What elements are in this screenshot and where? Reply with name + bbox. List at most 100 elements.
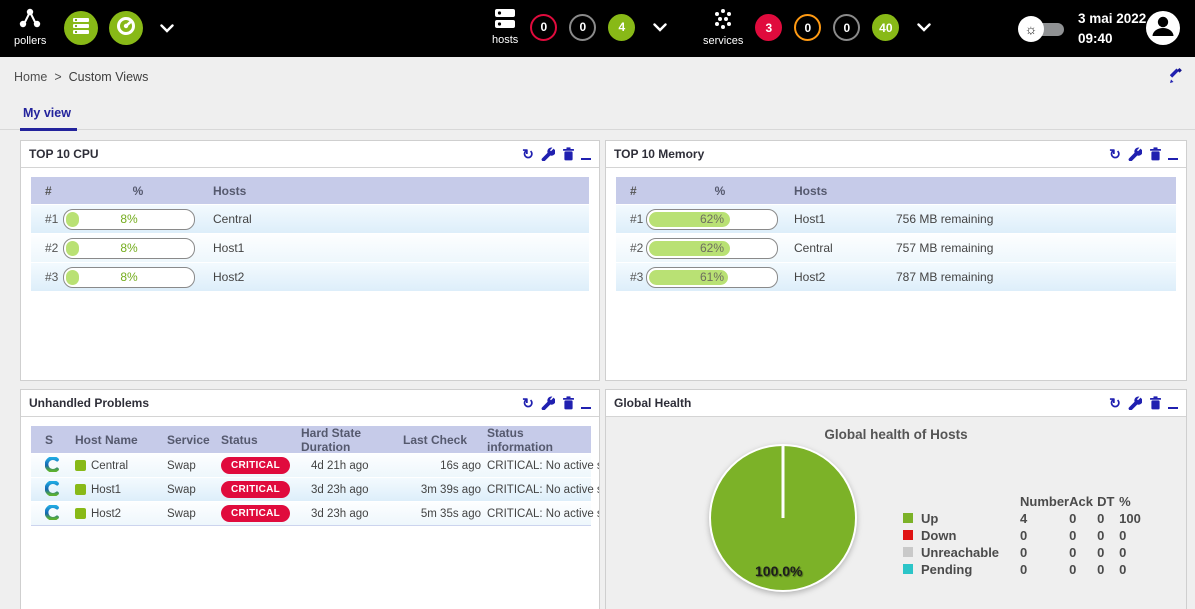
top-bar: pollers hosts 0 0 4 [0,0,1195,57]
cpu-usage-bar: 8% [63,208,195,230]
light-mode-sun-icon: ☼ [1018,16,1044,42]
host-name: Host2 [213,270,245,284]
refresh-icon[interactable]: ↻ [522,146,534,162]
trash-icon[interactable] [1148,396,1162,410]
services-menu[interactable]: services [703,8,743,47]
minimize-icon[interactable] [581,148,591,160]
memory-remaining: 756 MB remaining [896,212,994,226]
table-row[interactable]: #2 62% Central 757 MB remaining [616,233,1176,262]
minimize-icon[interactable] [1168,148,1178,160]
wrench-icon[interactable] [1128,147,1142,161]
memory-table-header: # % Hosts [616,177,1176,204]
refresh-icon[interactable]: ↻ [1109,395,1121,411]
pollers-chevron-down-icon[interactable] [160,23,174,33]
tab-bar: My view [0,101,1195,131]
hard-state-duration: 3d 23h ago [311,507,369,520]
wrench-icon[interactable] [541,396,555,410]
memory-table: # % Hosts #1 62% Host1 756 MB remaining … [616,177,1176,291]
problems-table-header: S Host Name Service Status Hard State Du… [31,426,591,454]
trash-icon[interactable] [561,396,575,410]
host-name[interactable]: Host1 [91,483,122,496]
poller-latency-button[interactable] [109,11,143,45]
clock-date: 3 mai 2022 [1078,11,1147,26]
host-up-status-square [75,508,86,519]
memory-remaining: 757 MB remaining [896,241,994,255]
host-name[interactable]: Central [91,459,129,472]
table-row[interactable]: #3 61% Host2 787 MB remaining [616,262,1176,291]
service-name[interactable]: Swap [167,483,196,496]
trash-icon[interactable] [561,147,575,161]
table-row[interactable]: #3 8% Host2 [31,262,589,291]
memory-usage-bar: 62% [646,208,778,230]
centreon-logo-icon [44,479,75,499]
services-chevron-down-icon[interactable] [917,23,932,32]
last-check: 16s ago [440,459,481,472]
service-name[interactable]: Swap [167,459,196,472]
services-icon [711,8,735,33]
pollers-icon [18,8,42,33]
memory-usage-bar: 62% [646,237,778,259]
pollers-label: pollers [14,35,47,47]
tab-my-view[interactable]: My view [20,106,77,131]
panel-top10-cpu: TOP 10 CPU ↻ # % Hosts #1 8% Central #2 … [20,140,600,381]
table-row[interactable]: Central Swap CRITICAL 4d 21h ago 16s ago… [31,453,599,477]
theme-toggle[interactable]: ☼ [1018,16,1066,42]
pending-legend-swatch [903,564,913,574]
panel-unhandled-problems: Unhandled Problems ↻ S Host Name Service… [20,389,600,609]
hosts-chevron-down-icon[interactable] [653,22,667,32]
edit-view-pencil-icon[interactable] [1168,68,1185,90]
wrench-icon[interactable] [1128,396,1142,410]
hosts-unreachable-counter[interactable]: 0 [569,13,597,41]
centreon-logo-icon [44,503,75,523]
panel-title: TOP 10 Memory [614,147,705,161]
trash-icon[interactable] [1148,147,1162,161]
minimize-icon[interactable] [1168,397,1178,409]
legend-row-up: Up 4 0 0 100 [903,510,1155,527]
cpu-table: # % Hosts #1 8% Central #2 8% Host1 #3 8… [31,177,589,291]
legend-row-pending: Pending 0 0 0 0 [903,561,1155,578]
services-ok-counter[interactable]: 40 [872,14,900,41]
table-row[interactable]: Host1 Swap CRITICAL 3d 23h ago 3m 39s ag… [31,477,599,501]
refresh-icon[interactable]: ↻ [522,395,534,411]
refresh-icon[interactable]: ↻ [1109,146,1121,162]
up-legend-swatch [903,513,913,523]
breadcrumb: Home > Custom Views [14,70,148,84]
breadcrumb-home[interactable]: Home [14,70,48,84]
table-row[interactable]: #1 8% Central [31,204,589,233]
services-warning-counter[interactable]: 0 [794,14,822,41]
hosts-label: hosts [492,34,519,46]
hosts-up-counter[interactable]: 4 [608,13,636,41]
host-up-status-square [75,460,86,471]
pie-legend: Number Ack DT % Up 4 0 0 100 Down 0 [903,493,1155,578]
table-row[interactable]: Host2 Swap CRITICAL 3d 23h ago 5m 35s ag… [31,501,599,525]
service-name[interactable]: Swap [167,507,196,520]
hosts-down-counter[interactable]: 0 [530,13,558,41]
poller-servers-button[interactable] [64,11,98,45]
table-row[interactable]: #1 62% Host1 756 MB remaining [616,204,1176,233]
panel-global-health-header: Global Health ↻ [606,390,1186,417]
problems-table: S Host Name Service Status Hard State Du… [31,426,599,526]
table-row[interactable]: #2 8% Host1 [31,233,589,262]
services-label: services [703,35,744,47]
cpu-table-header: # % Hosts [31,177,589,204]
user-avatar[interactable] [1146,11,1180,45]
services-critical-counter[interactable]: 3 [755,14,783,41]
wrench-icon[interactable] [541,147,555,161]
gauge-icon [116,16,136,41]
panel-title: TOP 10 CPU [29,147,99,161]
cpu-usage-bar: 8% [63,266,195,288]
hosts-menu[interactable]: hosts [492,8,518,46]
minimize-icon[interactable] [581,397,591,409]
panel-unhandled-problems-header: Unhandled Problems ↻ [21,390,599,417]
last-check: 3m 39s ago [420,483,481,496]
hosts-pie-chart: 100.0% [707,442,859,594]
services-unknown-counter[interactable]: 0 [833,14,861,41]
unreachable-legend-swatch [903,547,913,557]
host-name: Host1 [213,241,245,255]
host-name: Central [213,212,252,226]
pollers-menu[interactable]: pollers [14,8,46,47]
legend-row-down: Down 0 0 0 0 [903,527,1155,544]
host-name[interactable]: Host2 [91,507,122,520]
hard-state-duration: 4d 21h ago [311,459,369,472]
breadcrumb-separator: > [54,70,62,84]
